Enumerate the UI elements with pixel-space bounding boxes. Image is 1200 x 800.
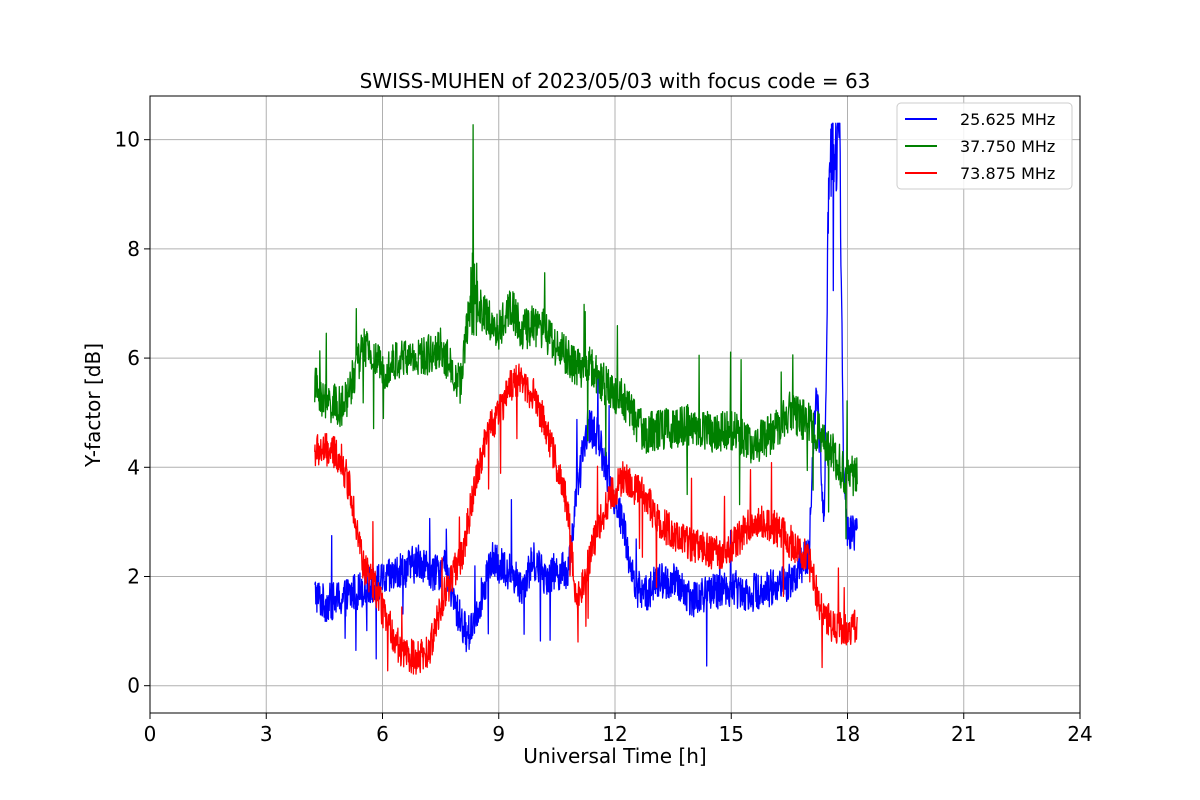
x-tick-label: 9: [492, 722, 505, 746]
y-axis-ticks: 0 2 4 6 8 10: [115, 128, 150, 698]
plot-area: [314, 122, 858, 675]
x-axis-label: Universal Time [h]: [523, 744, 706, 768]
series-line-0: [314, 122, 858, 667]
y-tick-label: 4: [127, 455, 140, 479]
chart-title: SWISS-MUHEN of 2023/05/03 with focus cod…: [360, 69, 871, 93]
x-axis-ticks: 0 3 6 9 12 15 18 21 24: [144, 713, 1093, 746]
x-tick-label: 24: [1067, 722, 1092, 746]
y-tick-label: 2: [127, 564, 140, 588]
y-tick-label: 8: [127, 237, 140, 261]
series-line-2: [314, 363, 858, 675]
y-tick-label: 0: [127, 674, 140, 698]
x-tick-label: 18: [835, 722, 860, 746]
x-tick-label: 15: [719, 722, 744, 746]
legend-label: 73.875 MHz: [960, 164, 1055, 183]
x-tick-label: 12: [602, 722, 627, 746]
series-layer: [314, 122, 858, 675]
legend: 25.625 MHz 37.750 MHz 73.875 MHz: [896, 102, 1073, 190]
legend-items: 25.625 MHz 37.750 MHz 73.875 MHz: [905, 110, 1055, 183]
legend-frame: [896, 102, 1073, 190]
y-tick-label: 6: [127, 346, 140, 370]
x-tick-label: 3: [260, 722, 273, 746]
x-tick-label: 21: [951, 722, 976, 746]
legend-label: 37.750 MHz: [960, 137, 1055, 156]
x-tick-label: 6: [376, 722, 389, 746]
y-tick-label: 10: [115, 128, 140, 152]
legend-label: 25.625 MHz: [960, 110, 1055, 129]
series-line-1: [314, 124, 858, 540]
y-axis-label: Y-factor [dB]: [81, 343, 105, 468]
x-tick-label: 0: [144, 722, 157, 746]
